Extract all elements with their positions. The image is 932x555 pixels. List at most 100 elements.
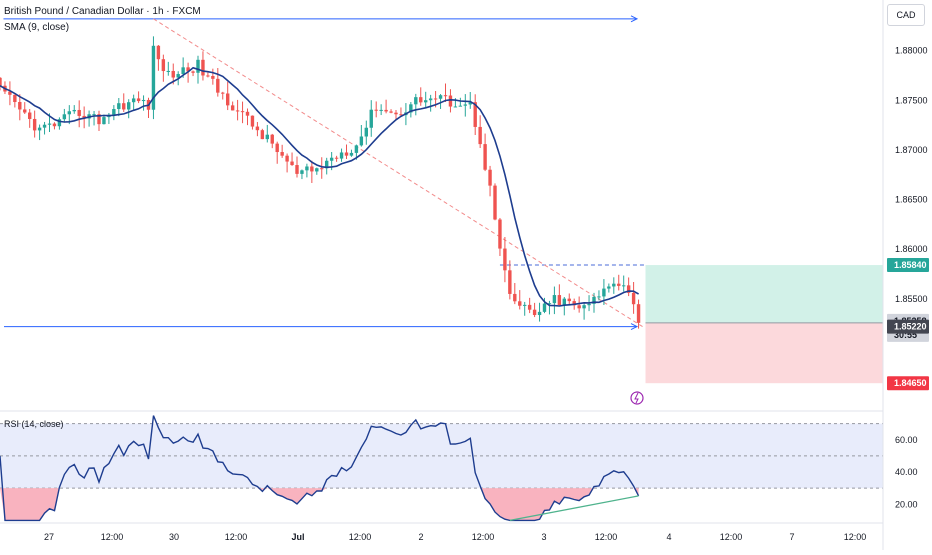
candle-body[interactable] [602,288,606,297]
candle-body[interactable] [72,109,76,112]
candle-body[interactable] [478,126,482,145]
candle-body[interactable] [102,117,106,125]
candle-body[interactable] [122,103,126,110]
candle-body[interactable] [617,283,621,286]
candle-body[interactable] [97,114,101,125]
candle-body[interactable] [211,76,215,79]
candle-body[interactable] [631,292,636,305]
candle-body[interactable] [32,118,37,131]
candle-body[interactable] [424,100,428,103]
candle-body[interactable] [483,144,487,170]
candle-body[interactable] [443,95,448,97]
candle-body[interactable] [513,293,517,302]
candle-body[interactable] [196,59,200,73]
candle-body[interactable] [176,74,180,78]
candle-body[interactable] [453,106,458,108]
candle-body[interactable] [191,71,195,73]
candle-body[interactable] [320,168,324,170]
chart-title[interactable]: British Pound / Canadian Dollar · 1h · F… [4,6,201,17]
candle-body[interactable] [141,99,146,102]
candle-body[interactable] [344,152,349,156]
candle-body[interactable] [468,102,472,105]
candle-body[interactable] [285,155,289,162]
candle-body[interactable] [493,185,497,220]
sma-legend[interactable]: SMA (9, close) [4,22,70,33]
candle-body[interactable] [240,111,245,113]
candle-body[interactable] [112,109,116,115]
candle-body[interactable] [255,126,260,131]
candle-body[interactable] [458,105,463,107]
candle-body[interactable] [62,114,67,120]
candle-body[interactable] [394,112,398,115]
candle-body[interactable] [379,109,383,111]
candle-body[interactable] [201,59,205,76]
price-pane[interactable] [0,15,884,405]
candle-body[interactable] [542,303,547,312]
price-label[interactable]: 30:55 [894,330,917,340]
candle-body[interactable] [127,102,131,110]
candle-body[interactable] [310,166,314,172]
candle-body[interactable] [275,143,279,153]
candle-body[interactable] [315,168,319,172]
candle-body[interactable] [582,305,586,309]
candle-body[interactable] [28,112,32,119]
candle-body[interactable] [473,102,477,127]
candle-body[interactable] [552,295,557,304]
candle-body[interactable] [280,152,284,156]
candle-body[interactable] [572,301,576,306]
candle-body[interactable] [339,152,344,159]
candle-body[interactable] [156,45,161,60]
candle-body[interactable] [305,166,309,171]
candle-body[interactable] [131,98,136,103]
candle-body[interactable] [82,115,86,119]
alert-icon[interactable] [630,391,644,405]
candle-body[interactable] [216,78,220,93]
candle-body[interactable] [389,111,393,113]
candle-body[interactable] [523,304,527,306]
trend-line[interactable] [153,18,643,328]
candle-body[interactable] [349,152,354,156]
candle-body[interactable] [577,305,581,309]
candle-body[interactable] [260,130,265,140]
candle-body[interactable] [161,59,166,72]
candle-body[interactable] [384,109,388,112]
price-label[interactable]: 1.85220 [894,322,927,332]
candle-body[interactable] [567,298,571,302]
candle-body[interactable] [226,93,230,106]
candle-body[interactable] [92,114,96,116]
candle-body[interactable] [186,67,190,72]
candle-body[interactable] [329,157,334,161]
take-profit-zone[interactable] [645,265,884,323]
candle-body[interactable] [438,95,443,99]
candle-body[interactable] [364,127,368,137]
currency-selector[interactable]: CAD [887,4,925,26]
candle-body[interactable] [265,134,269,140]
candle-body[interactable] [636,304,641,323]
candle-body[interactable] [488,169,492,186]
candle-body[interactable] [626,285,631,293]
price-label[interactable]: 1.84650 [894,378,927,388]
candle-body[interactable] [463,104,467,106]
candle-body[interactable] [23,109,27,113]
candle-body[interactable] [369,109,373,128]
candle-body[interactable] [117,103,121,110]
candle-body[interactable] [235,110,240,112]
candle-body[interactable] [290,161,294,166]
candle-body[interactable] [250,115,255,127]
price-label[interactable]: 1.85840 [894,260,927,270]
candle-body[interactable] [8,91,12,95]
candle-body[interactable] [527,304,532,310]
candle-body[interactable] [136,98,141,102]
candle-body[interactable] [334,157,339,159]
candle-body[interactable] [597,296,601,298]
candle-body[interactable] [245,111,250,116]
rsi-line[interactable] [0,415,640,522]
candle-body[interactable] [295,165,299,174]
candle-body[interactable] [325,160,329,169]
candle-body[interactable] [230,105,235,111]
candle-body[interactable] [414,97,418,105]
candle-body[interactable] [503,248,507,271]
candle-body[interactable] [77,109,81,116]
candle-body[interactable] [221,92,225,94]
